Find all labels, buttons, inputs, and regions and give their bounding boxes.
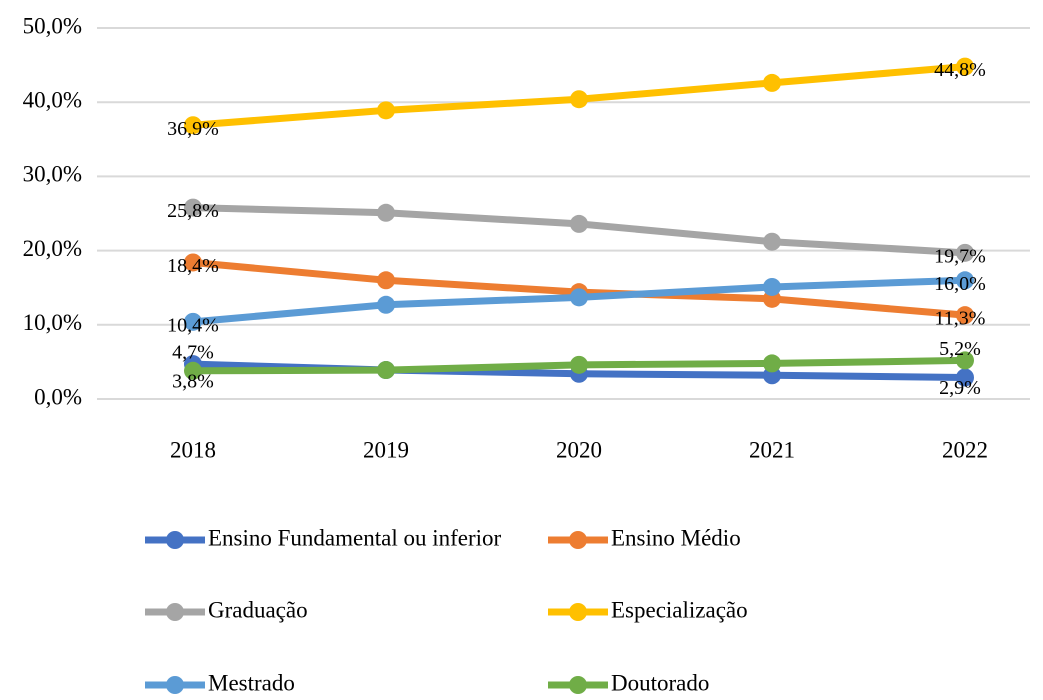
legend-label: Doutorado [611, 670, 709, 695]
legend-marker [569, 531, 587, 549]
y-tick-label: 20,0% [23, 236, 82, 261]
point [570, 214, 588, 233]
data-label: 2,9% [939, 377, 981, 399]
legend-marker [166, 531, 184, 549]
point [377, 271, 395, 290]
point [956, 271, 974, 290]
point [184, 116, 202, 135]
data-label: 44,8% [934, 59, 986, 81]
x-tick-label: 2021 [749, 437, 795, 462]
data-label: 36,9% [167, 118, 219, 140]
point [956, 306, 974, 325]
point [184, 253, 202, 272]
legend-marker [166, 603, 184, 621]
point [956, 351, 974, 370]
point [763, 277, 781, 296]
x-tick-label: 2019 [363, 437, 409, 462]
y-tick-label: 50,0% [23, 13, 82, 38]
point [570, 355, 588, 374]
point [377, 101, 395, 120]
data-label: 3,8% [172, 370, 214, 392]
data-label: 4,7% [172, 342, 214, 364]
point [956, 57, 974, 76]
point [570, 90, 588, 109]
y-tick-label: 0,0% [34, 384, 82, 409]
point [763, 232, 781, 251]
point [763, 354, 781, 373]
point [763, 73, 781, 92]
x-tick-label: 2022 [942, 437, 988, 462]
point [377, 203, 395, 222]
point [184, 312, 202, 331]
x-tick-label: 2020 [556, 437, 602, 462]
legend-label: Ensino Fundamental ou inferior [208, 525, 502, 550]
y-tick-label: 10,0% [23, 310, 82, 335]
point [377, 361, 395, 380]
x-tick-label: 2018 [170, 437, 216, 462]
legend-marker [166, 676, 184, 694]
legend-marker [569, 603, 587, 621]
legend-marker [569, 676, 587, 694]
legend-label: Mestrado [208, 670, 295, 695]
point [184, 198, 202, 217]
point [184, 361, 202, 380]
legend-label: Especialização [611, 597, 748, 622]
point [570, 288, 588, 307]
point [956, 243, 974, 262]
legend-label: Graduação [208, 597, 308, 622]
data-label: 5,2% [939, 338, 981, 360]
data-label: 11,3% [935, 308, 986, 330]
point [377, 295, 395, 314]
data-label: 16,0% [934, 273, 986, 295]
y-tick-label: 30,0% [23, 162, 82, 187]
data-label: 25,8% [167, 200, 219, 222]
legend-label: Ensino Médio [611, 525, 741, 550]
data-label: 18,4% [167, 255, 219, 277]
point [956, 368, 974, 387]
data-label: 10,4% [167, 314, 219, 336]
data-label: 19,7% [934, 245, 986, 267]
y-tick-label: 40,0% [23, 87, 82, 112]
